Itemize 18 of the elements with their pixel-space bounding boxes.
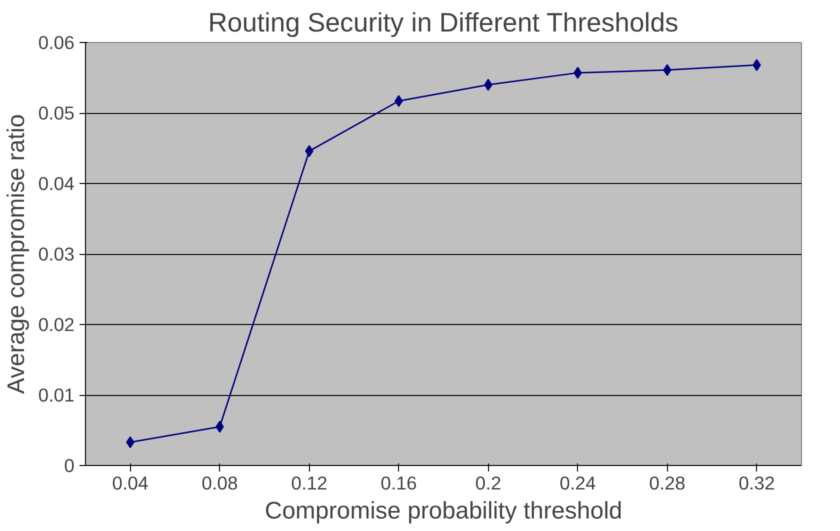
x-tick-label: 0.2: [475, 472, 502, 494]
x-tick-label: 0.04: [112, 472, 148, 494]
y-tick-label: 0.05: [38, 102, 74, 124]
x-tick-label: 0.08: [202, 472, 238, 494]
y-tick-label: 0: [64, 455, 75, 476]
y-tick-label: 0.03: [38, 244, 74, 264]
x-tick-label: 0.16: [380, 472, 417, 494]
y-axis-title: Average compromise ratio: [3, 114, 30, 394]
y-tick-label: 0.04: [38, 173, 74, 194]
x-tick-label: 0.32: [738, 472, 775, 494]
x-tick-label: 0.28: [649, 472, 686, 494]
chart-title: Routing Security in Different Thresholds: [208, 8, 678, 38]
x-axis-title: Compromise probability threshold: [264, 498, 622, 524]
y-tick-label: 0.02: [38, 314, 74, 335]
y-tick-label: 0.01: [38, 384, 74, 406]
y-tick-label: 0.06: [38, 32, 74, 53]
x-tick-label: 0.24: [560, 472, 596, 494]
x-tick-label: 0.12: [291, 472, 328, 494]
